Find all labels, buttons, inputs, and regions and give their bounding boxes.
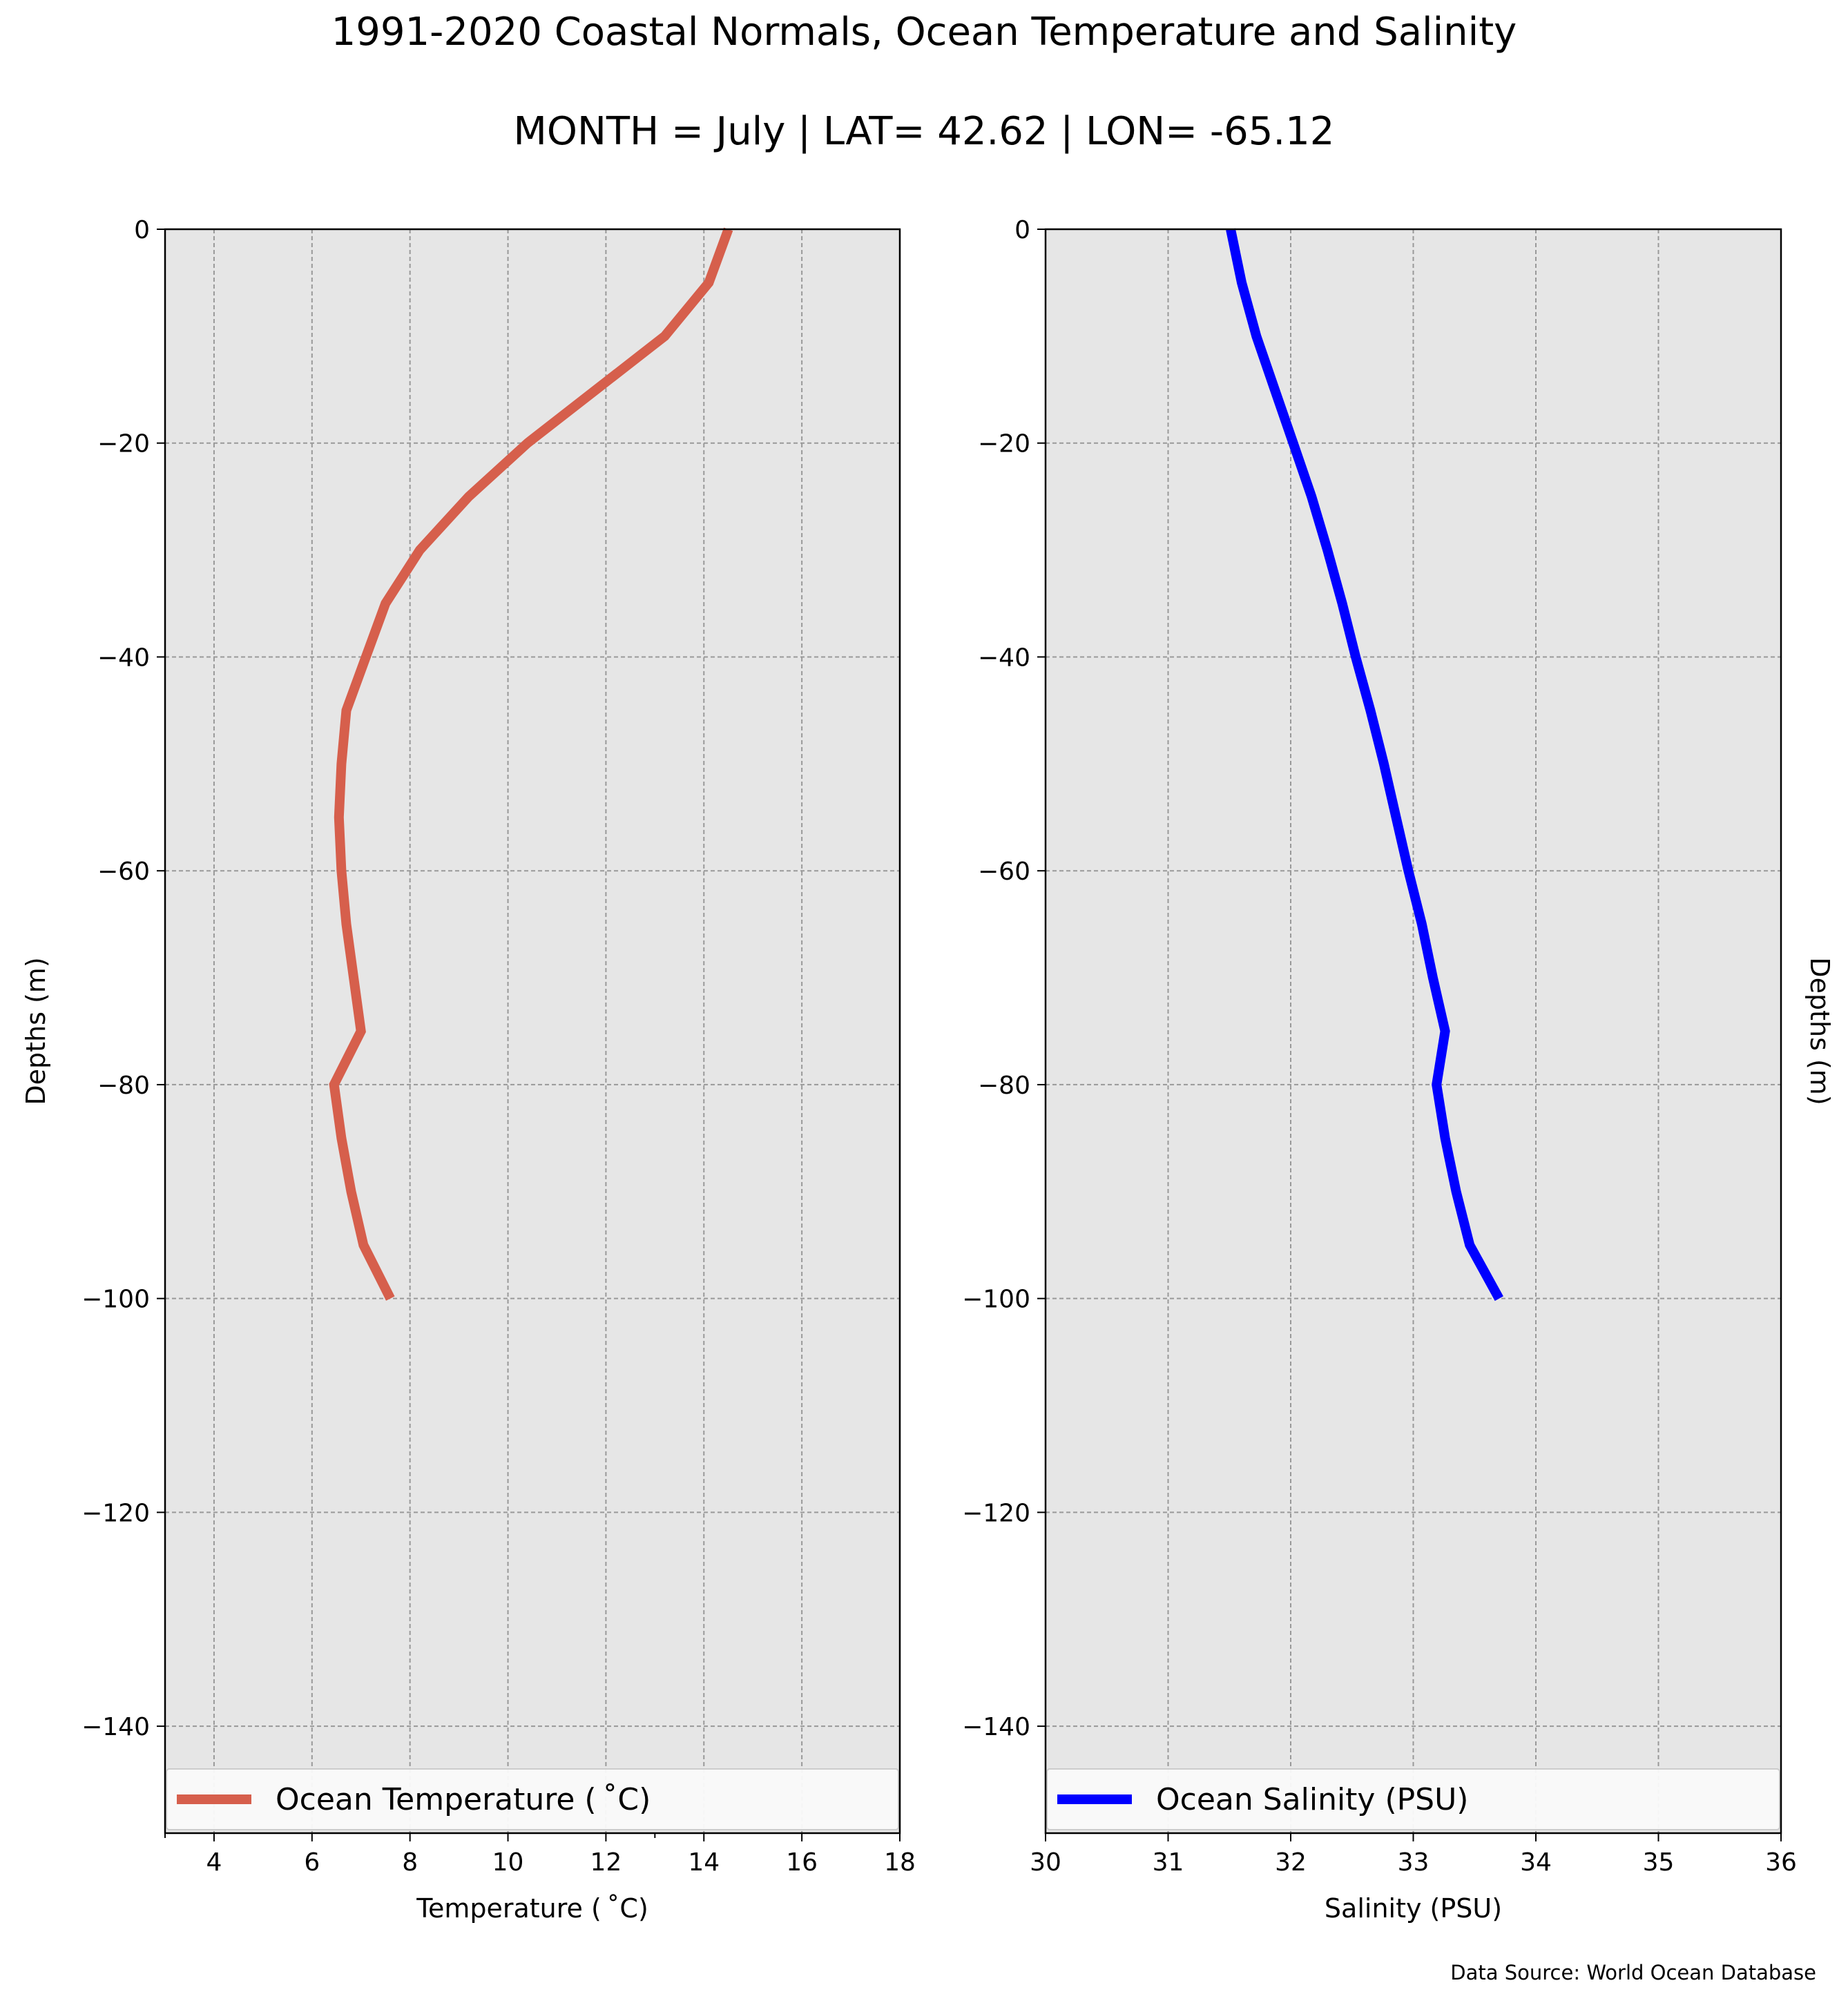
y-tick-label: −140 [962, 1713, 1030, 1741]
x-tick-label: 8 [402, 1848, 418, 1877]
y-tick-label: −40 [978, 644, 1030, 672]
x-axis-label: Salinity (PSU) [1325, 1893, 1502, 1924]
y-tick-label: −40 [97, 644, 150, 672]
x-tick-label: 10 [492, 1848, 524, 1877]
x-tick-label: 34 [1520, 1848, 1552, 1877]
y-tick-label: −120 [81, 1499, 150, 1527]
y-tick-label: −80 [97, 1072, 150, 1100]
legend-box [1046, 1768, 1780, 1830]
legend-label: Ocean Temperature ( ˚C) [276, 1782, 651, 1817]
y-tick-label: 0 [134, 216, 150, 244]
y-tick-label: −60 [97, 858, 150, 886]
y-tick-label: −60 [978, 858, 1030, 886]
legend-label: Ocean Salinity (PSU) [1156, 1782, 1468, 1817]
x-tick-label: 18 [884, 1848, 916, 1877]
x-tick-label: 14 [688, 1848, 720, 1877]
chart-title: 1991-2020 Coastal Normals, Ocean Tempera… [331, 10, 1517, 55]
chart-panel-temperature: Ocean Temperature ( ˚C) 4 6 8 10 12 14 16 18 0 −20… [21, 216, 916, 1924]
plot-area [165, 229, 900, 1833]
x-tick-label: 31 [1153, 1848, 1184, 1877]
y-tick-label: 0 [1014, 216, 1030, 244]
legend-box [166, 1768, 899, 1830]
x-tick-label: 33 [1398, 1848, 1430, 1877]
x-tick-label: 36 [1765, 1848, 1797, 1877]
y-tick-label: −140 [81, 1713, 150, 1741]
y-tick-label: −120 [962, 1499, 1030, 1527]
chart-subtitle: MONTH = July | LAT= 42.62 | LON= -65.12 [513, 109, 1335, 154]
y-tick-label: −20 [978, 430, 1030, 458]
y-tick-label: −100 [962, 1286, 1030, 1314]
x-tick-label: 30 [1030, 1848, 1061, 1877]
y-tick-label: −80 [978, 1072, 1030, 1100]
x-tick-label: 16 [786, 1848, 818, 1877]
legend: Ocean Salinity (PSU) [1046, 1768, 1780, 1830]
x-tick-label: 6 [304, 1848, 320, 1877]
y-tick-label: −20 [97, 430, 150, 458]
legend: Ocean Temperature ( ˚C) [166, 1768, 899, 1830]
x-tick-label: 4 [206, 1848, 222, 1877]
chart-panel-salinity: Ocean Salinity (PSU) 30 31 32 33 34 35 36 0 −20 −4… [962, 216, 1835, 1924]
x-tick-label: 32 [1275, 1848, 1307, 1877]
axes-frame [164, 228, 901, 1835]
x-tick-label: 35 [1643, 1848, 1675, 1877]
x-axis-label: Temperature ( ˚C) [416, 1893, 648, 1924]
x-tick-label: 12 [590, 1848, 622, 1877]
y-axis-label: Depths (m) [21, 957, 51, 1105]
y-tick-label: −100 [81, 1286, 150, 1314]
data-source-note: Data Source: World Ocean Database [1450, 1961, 1816, 1984]
y-axis-label: Depths (m) [1804, 957, 1835, 1105]
